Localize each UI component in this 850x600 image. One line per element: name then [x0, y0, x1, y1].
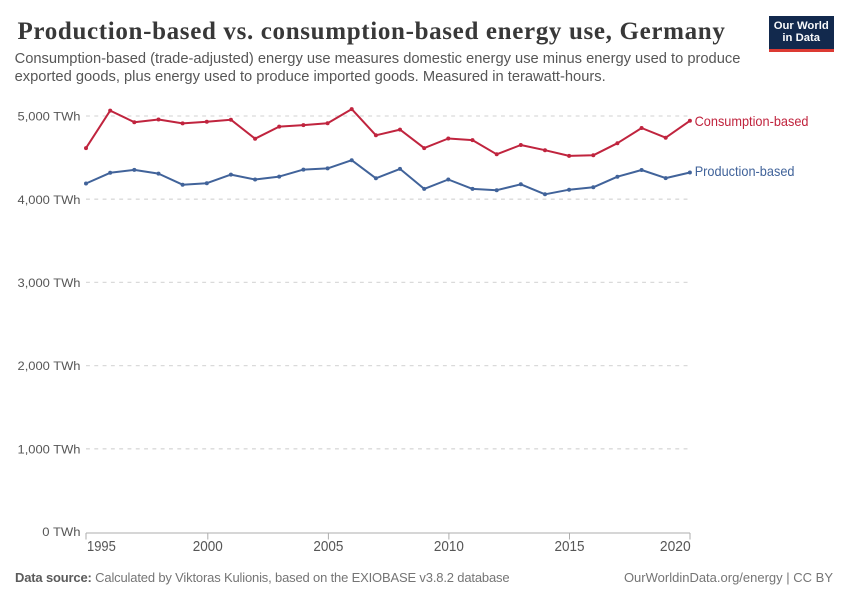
svg-text:2,000 TWh: 2,000 TWh: [18, 359, 81, 373]
svg-text:4,000 TWh: 4,000 TWh: [18, 193, 81, 207]
svg-text:2015: 2015: [555, 538, 585, 555]
svg-text:2005: 2005: [313, 538, 343, 555]
svg-text:2010: 2010: [434, 538, 464, 555]
svg-text:Consumption-based: Consumption-based: [695, 113, 809, 129]
svg-text:2000: 2000: [193, 538, 223, 555]
svg-text:Production-based: Production-based: [695, 163, 795, 179]
svg-text:3,000 TWh: 3,000 TWh: [18, 276, 81, 290]
svg-text:1995: 1995: [87, 538, 116, 555]
svg-text:5,000 TWh: 5,000 TWh: [18, 110, 81, 124]
svg-text:1,000 TWh: 1,000 TWh: [18, 442, 81, 456]
svg-text:0 TWh: 0 TWh: [42, 525, 80, 539]
svg-text:2020: 2020: [660, 538, 691, 555]
